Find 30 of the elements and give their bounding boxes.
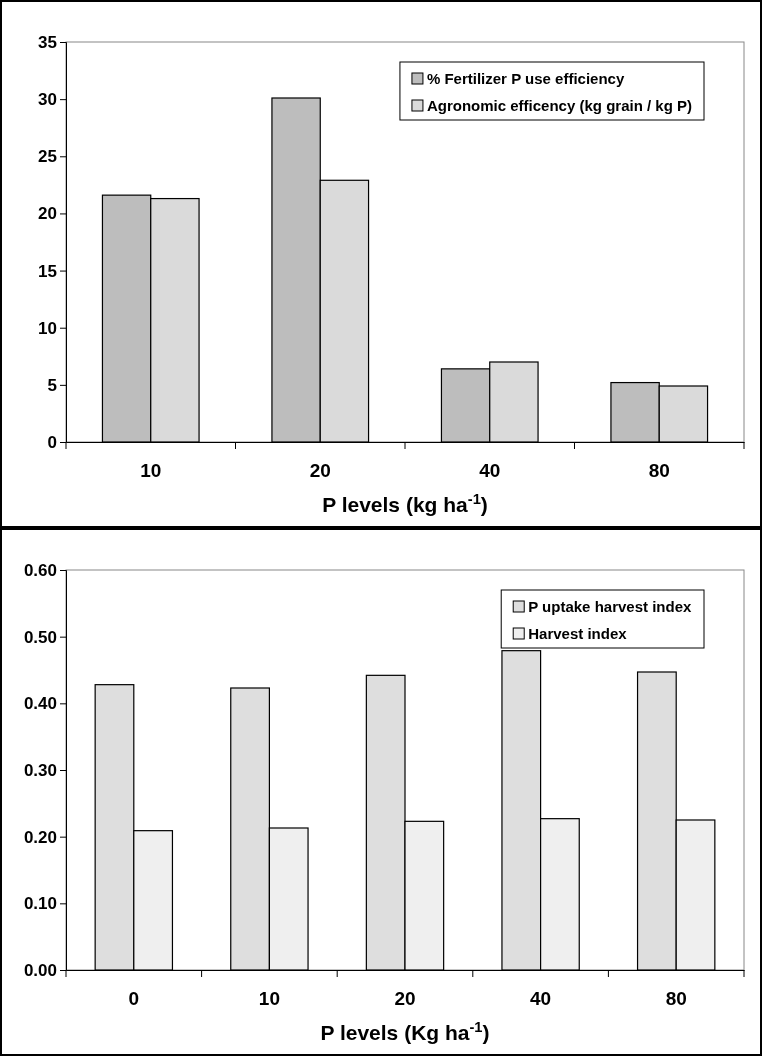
y-tick-label: 10 [38, 318, 57, 338]
x-tick-label: 10 [258, 988, 280, 1010]
y-tick-label: 5 [47, 375, 57, 395]
y-tick-label: 25 [38, 147, 57, 167]
x-tick-label: 20 [394, 988, 416, 1010]
y-tick-label: 0.20 [23, 827, 57, 847]
x-tick-label: 80 [648, 460, 670, 482]
x-axis-title: P levels (kg ha$^{-1}$) [322, 491, 488, 516]
y-tick-label: 0.00 [23, 960, 57, 980]
x-tick-label: 40 [479, 460, 501, 482]
x-tick-label: 20 [309, 460, 331, 482]
y-tick-label: 0.60 [23, 560, 57, 580]
x-tick-label: 80 [665, 988, 687, 1010]
legend-label: Agronomic efficency (kg grain / kg P) [426, 97, 692, 114]
legend-label: Harvest index [528, 625, 628, 642]
legend-label: % Fertilizer P use efficiency [426, 70, 625, 87]
y-tick-label: 20 [38, 204, 57, 224]
y-tick-label: 0.50 [23, 627, 57, 647]
y-tick-label: 30 [38, 90, 57, 110]
x-tick-label: 10 [140, 460, 162, 482]
x-tick-label: 0 [128, 988, 140, 1010]
y-tick-label: 35 [38, 32, 57, 52]
y-tick-label: 0.30 [23, 760, 57, 780]
y-tick-label: 0.40 [23, 694, 57, 714]
x-axis-title: P levels (Kg ha$^{-1}$) [320, 1019, 490, 1044]
y-tick-label: 0.10 [23, 894, 57, 914]
legend-label: P uptake harvest index [528, 598, 692, 615]
x-tick-label: 40 [530, 988, 552, 1010]
y-tick-label: 0 [47, 432, 57, 452]
y-tick-label: 15 [38, 261, 57, 281]
